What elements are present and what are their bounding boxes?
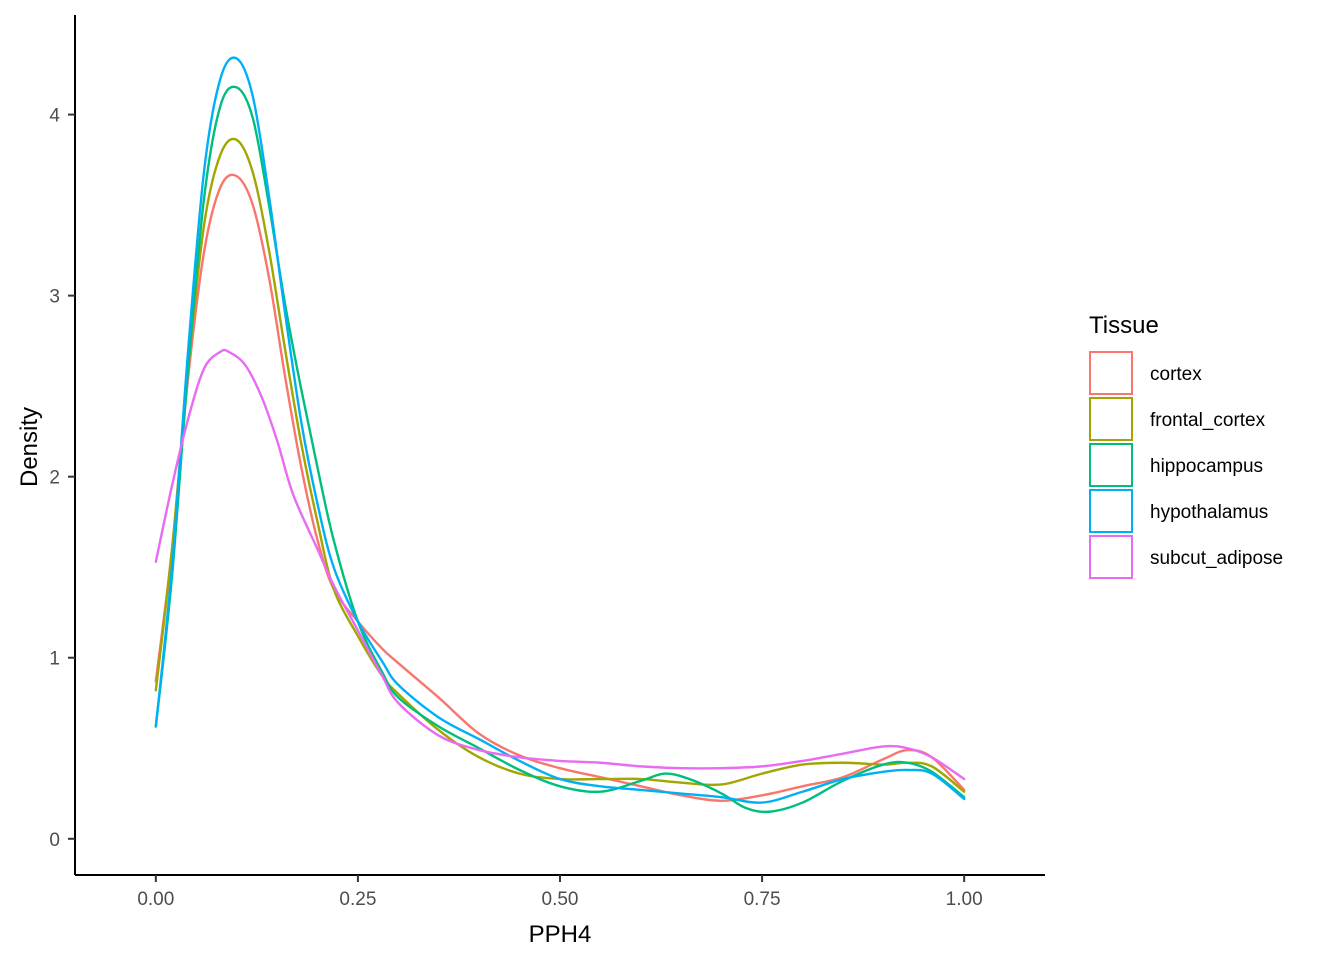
y-axis-title: Density <box>16 407 43 487</box>
x-tick-label: 0.00 <box>137 889 174 910</box>
x-tick-label: 1.00 <box>946 889 983 910</box>
legend: Tissue cortex frontal_cortex hippocampus hy… <box>1089 312 1283 579</box>
legend-key <box>1089 397 1133 441</box>
x-tick-label: 0.75 <box>744 889 781 910</box>
legend-items: cortex frontal_cortex hippocampus hypothala… <box>1089 351 1283 579</box>
y-axis-ticks: 0 1 2 3 4 <box>49 106 75 851</box>
y-tick-label: 2 <box>49 468 60 489</box>
legend-key <box>1089 489 1133 533</box>
series-line-cortex <box>154 173 966 802</box>
legend-item-hippocampus: hippocampus <box>1089 443 1263 487</box>
legend-key <box>1089 535 1133 579</box>
legend-item-subcut-adipose: subcut_adipose <box>1089 535 1283 579</box>
legend-label: subcut_adipose <box>1150 548 1283 569</box>
legend-key <box>1089 351 1133 395</box>
axes: 0.00 0.25 0.50 0.75 1.00 0 1 2 3 4 <box>49 15 1045 910</box>
legend-title: Tissue <box>1089 312 1159 339</box>
series-line-hypothalamus <box>154 56 966 804</box>
plot-area <box>154 56 966 814</box>
y-tick-label: 3 <box>49 287 60 308</box>
legend-item-hypothalamus: hypothalamus <box>1089 489 1268 533</box>
legend-item-cortex: cortex <box>1089 351 1202 395</box>
legend-label: hypothalamus <box>1150 502 1268 523</box>
y-tick-label: 0 <box>49 830 60 851</box>
series-line-hippocampus <box>154 85 966 814</box>
legend-key <box>1089 443 1133 487</box>
legend-label: cortex <box>1150 364 1202 385</box>
x-tick-label: 0.50 <box>542 889 579 910</box>
y-tick-label: 1 <box>49 649 60 670</box>
legend-label: hippocampus <box>1150 456 1263 477</box>
x-tick-label: 0.25 <box>339 889 376 910</box>
y-tick-label: 4 <box>49 106 60 127</box>
series-line-subcut-adipose <box>154 348 966 781</box>
x-axis-title: PPH4 <box>529 921 592 948</box>
legend-label: frontal_cortex <box>1150 410 1266 431</box>
x-axis-ticks: 0.00 0.25 0.50 0.75 1.00 <box>137 875 983 910</box>
legend-item-frontal-cortex: frontal_cortex <box>1089 397 1266 441</box>
